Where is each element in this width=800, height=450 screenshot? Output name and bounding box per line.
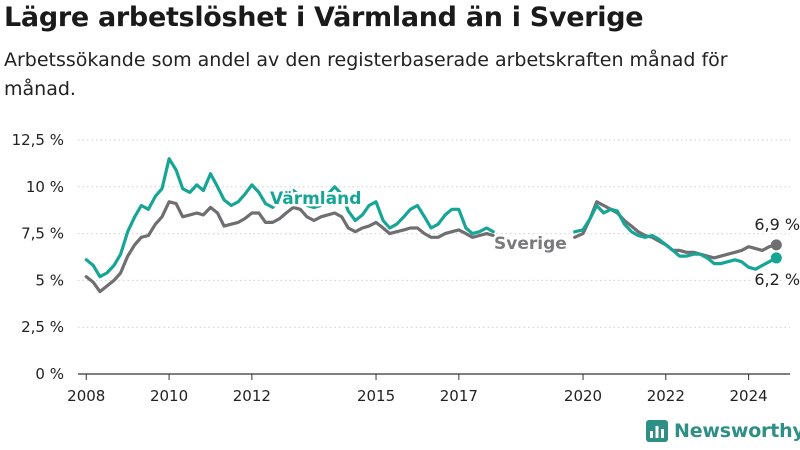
x-tick-label: 2008 xyxy=(67,387,105,405)
y-tick-label: 5 % xyxy=(35,271,64,289)
end-marker-sverige xyxy=(770,239,782,251)
x-tick-label: 2012 xyxy=(233,387,271,405)
series-line-varmland xyxy=(84,157,495,279)
y-tick-label: 12,5 % xyxy=(12,131,64,149)
chart-subtitle: Arbetssökande som andel av den registerb… xyxy=(4,49,728,100)
x-tick-label: 2020 xyxy=(564,387,602,405)
chart-title: Lägre arbetslöshet i Värmland än i Sveri… xyxy=(4,2,644,33)
x-tick-label: 2024 xyxy=(730,387,768,405)
end-label-sverige: 6,9 % xyxy=(754,215,800,234)
x-tick-label: 2015 xyxy=(357,387,395,405)
y-tick-label: 7,5 % xyxy=(21,225,64,243)
bar-chart-icon xyxy=(646,420,668,442)
end-marker-varmland xyxy=(770,252,782,264)
newsworthy-logo: Newsworthy xyxy=(646,420,800,442)
gridlines xyxy=(78,139,790,375)
series-line-varmland xyxy=(573,203,778,271)
series-lines xyxy=(84,157,782,294)
y-tick-label: 0 % xyxy=(35,365,64,383)
series-label-varmland: Värmland xyxy=(270,189,361,209)
y-tick-label: 10 % xyxy=(26,178,64,196)
x-tick-label: 2017 xyxy=(440,387,478,405)
x-tick-label: 2022 xyxy=(647,387,685,405)
brand-name: Newsworthy xyxy=(674,420,800,442)
series-line-sverige xyxy=(84,200,495,294)
series-labels: Värmland Sverige 6,9 % 6,2 % xyxy=(268,187,800,292)
series-label-sverige: Sverige xyxy=(494,234,567,254)
x-tick-label: 2010 xyxy=(150,387,188,405)
y-tick-label: 2,5 % xyxy=(21,318,64,336)
end-label-varmland: 6,2 % xyxy=(754,270,800,289)
x-axis-ticks: 2008 2010 2012 2015 2017 2020 2022 2024 xyxy=(67,374,768,405)
series-line-sverige xyxy=(573,200,778,260)
y-axis-ticks: 0 % 2,5 % 5 % 7,5 % 10 % 12,5 % xyxy=(12,131,64,383)
